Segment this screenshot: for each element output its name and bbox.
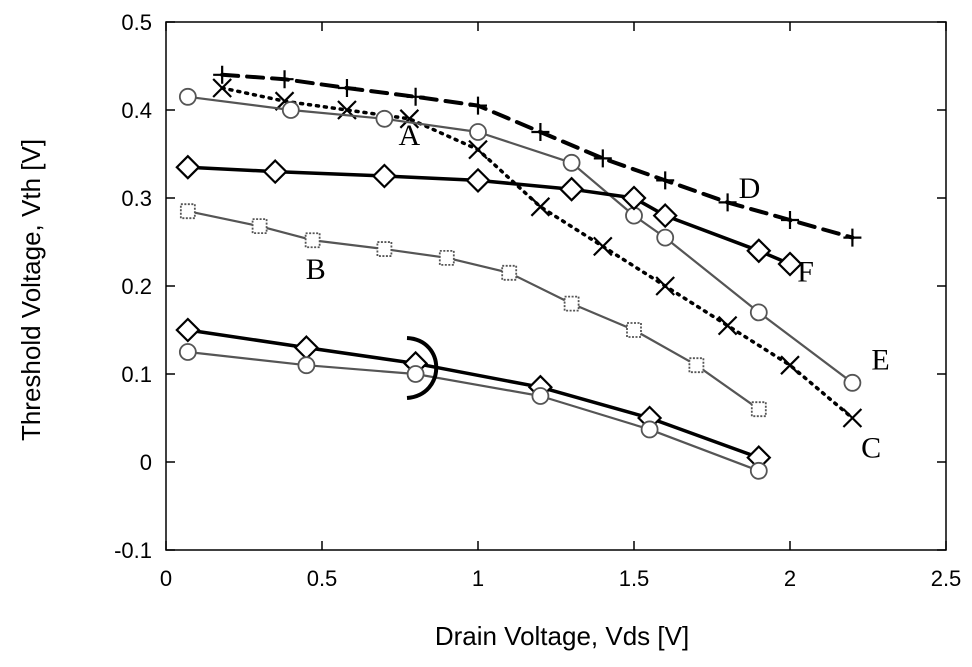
circle-marker [640,420,659,439]
series-line [186,210,760,411]
x-marker [655,276,675,296]
plus-marker [593,149,612,168]
x-marker [780,355,800,375]
plus-marker [531,123,550,141]
circle-marker [281,101,300,119]
circle-marker [843,373,862,392]
y-tick-label: 0 [140,450,152,475]
series-d [213,65,862,247]
y-tick-label: 0.1 [121,362,152,387]
group-a-bracket [406,336,439,400]
x-tick-label: 1 [472,566,484,591]
diamond-marker [777,251,803,277]
x-marker [842,408,863,428]
annotation-d: D [739,172,761,205]
circle-marker [656,228,675,247]
circle-marker [406,365,425,383]
annotation-f: F [797,256,814,289]
series-e [178,87,862,392]
circle-marker [469,123,487,141]
series-layer [175,65,863,480]
y-tick-label: 0.2 [121,274,152,299]
diamond-marker [652,203,678,229]
series-line [220,72,855,240]
series-line [220,86,855,420]
plus-marker [843,228,862,247]
square-marker [304,232,321,249]
diamond-marker [465,167,491,193]
annotation-e: E [871,344,889,377]
plus-marker [718,193,737,212]
circle-marker [749,303,768,322]
series-f [175,154,803,277]
x-tick-label: 2.5 [931,566,962,591]
y-tick-label: 0.5 [121,10,152,35]
plus-marker [406,87,425,106]
plus-marker [275,70,294,89]
diamond-marker [746,238,772,264]
square-marker [750,401,767,418]
square-marker [501,264,518,281]
y-tick-label: -0.1 [114,538,152,563]
series-line [186,328,761,460]
axis-ticks: 0 0.5 1 1.5 2 2.5 -0.1 0 0.1 0.2 0.3 0.4 0.5 [114,10,961,591]
series-line [186,350,760,472]
series-c [212,78,863,428]
x-marker [717,315,738,336]
square-marker [563,295,580,312]
diamond-marker [559,176,585,202]
series-a-6 [178,343,768,480]
x-tick-label: 2 [784,566,796,591]
circle-marker [178,87,197,106]
square-marker [626,322,642,338]
circle-marker [375,109,394,128]
annotation-b: B [306,253,326,286]
circle-marker [562,153,581,172]
x-marker [530,197,551,217]
y-tick-label: 0.4 [121,98,152,123]
circle-marker [749,461,768,480]
series-b [179,203,767,418]
diamond-marker [621,185,647,211]
diamond-marker [175,317,201,343]
plus-marker [469,96,487,115]
x-tick-label: 1.5 [619,566,650,591]
x-axis-title: Drain Voltage, Vds [V] [435,621,689,651]
diamond-marker [293,335,319,361]
diamond-marker [175,154,201,180]
plus-marker [656,171,675,190]
x-marker [212,78,232,98]
x-tick-label: 0.5 [307,566,338,591]
diamond-marker [262,159,288,185]
x-marker [593,236,613,257]
x-marker [399,109,420,129]
y-tick-label: 0.3 [121,186,152,211]
series-a-5 [175,317,772,471]
circle-marker [178,343,197,361]
circle-marker [297,356,316,375]
annotation-a: A [399,119,421,152]
plus-marker [337,79,356,97]
square-marker [376,241,393,257]
diamond-marker [371,163,397,189]
square-marker [179,203,196,220]
plus-marker [781,211,799,229]
square-marker [251,218,268,235]
x-tick-label: 0 [160,566,172,591]
circle-marker [531,387,550,405]
square-marker [688,357,705,374]
x-marker [468,139,488,160]
plus-marker [213,65,232,84]
y-axis-title: Threshold Voltage, Vth [V] [16,139,46,441]
plot-frame [165,21,947,551]
annotation-c: C [861,432,881,465]
annotation-layer: D F E C B A [306,119,890,464]
square-marker [438,249,455,266]
